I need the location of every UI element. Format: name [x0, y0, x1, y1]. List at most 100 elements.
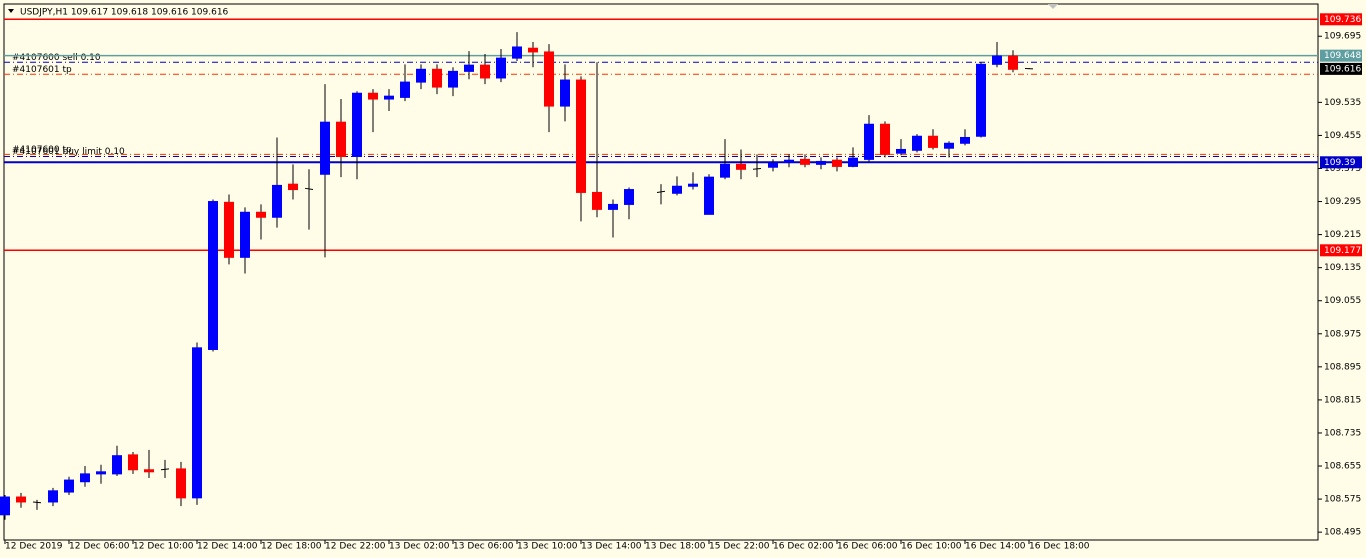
- y-tick-label: 108.735: [1324, 428, 1361, 438]
- x-tick-label: 16 Dec 02:00: [773, 542, 834, 552]
- price-level-label: 109.648: [1324, 51, 1361, 61]
- candle-body: [416, 68, 426, 83]
- price-level-box: [1320, 49, 1362, 62]
- chart-title: USDJPY,H1 109.617 109.618 109.616 109.61…: [20, 8, 229, 18]
- candle-body: [32, 501, 42, 504]
- candle-body: [768, 163, 778, 168]
- candle-body: [272, 184, 282, 218]
- candle-body: [16, 496, 26, 503]
- candle-body: [560, 79, 570, 107]
- candle-body: [688, 183, 698, 187]
- candle-body: [480, 64, 490, 79]
- candle-body: [176, 468, 186, 499]
- candle-body: [96, 471, 106, 475]
- y-tick-label: 109.455: [1324, 131, 1361, 141]
- candle-body: [320, 121, 330, 175]
- candle-body: [624, 189, 634, 205]
- candle-body: [944, 142, 954, 149]
- candle-body: [144, 469, 154, 473]
- x-tick-label: 12 Dec 2019: [5, 542, 63, 552]
- price-level-box: [1320, 156, 1362, 169]
- candle-body: [112, 455, 122, 475]
- x-tick-label: 13 Dec 02:00: [389, 542, 450, 552]
- candle-body: [160, 468, 170, 471]
- candle-body: [784, 159, 794, 163]
- y-tick-label: 109.215: [1324, 230, 1361, 240]
- candle-body: [864, 123, 874, 160]
- candle-body: [736, 163, 746, 170]
- candle-body: [384, 95, 394, 100]
- candle-body: [432, 68, 442, 88]
- bid-price-label: 109.616: [1324, 64, 1361, 74]
- candle-body: [64, 479, 74, 493]
- candle-body: [800, 158, 810, 165]
- candle-body: [512, 46, 522, 59]
- y-tick-label: 109.055: [1324, 296, 1361, 306]
- candle-body: [848, 157, 858, 167]
- price-level-box: [1320, 244, 1362, 257]
- candle-body: [240, 211, 250, 258]
- x-tick-label: 15 Dec 22:00: [709, 542, 770, 552]
- candle-body: [656, 190, 666, 193]
- y-tick-label: 108.895: [1324, 362, 1361, 372]
- y-tick-label: 108.975: [1324, 329, 1361, 339]
- candle-body: [288, 183, 298, 191]
- order-label: #4107601 tp: [12, 65, 72, 75]
- y-tick-label: 109.135: [1324, 263, 1361, 273]
- price-level-label: 109.39: [1324, 158, 1356, 168]
- candle-body: [576, 79, 586, 193]
- x-tick-label: 13 Dec 14:00: [581, 542, 642, 552]
- order-label: #4107600 sell 0.10: [12, 53, 101, 63]
- price-level-box: [1320, 13, 1362, 26]
- x-tick-label: 13 Dec 06:00: [453, 542, 514, 552]
- x-tick-label: 12 Dec 10:00: [133, 542, 194, 552]
- candle-body: [400, 81, 410, 98]
- x-tick-label: 12 Dec 18:00: [261, 542, 322, 552]
- candle-body: [304, 187, 314, 191]
- y-tick-label: 108.815: [1324, 395, 1361, 405]
- x-tick-label: 16 Dec 18:00: [1029, 542, 1090, 552]
- candle-body: [1008, 55, 1018, 70]
- candle-body: [976, 63, 986, 137]
- candle-body: [128, 454, 138, 471]
- candle-body: [192, 347, 202, 499]
- candle-body: [48, 490, 58, 503]
- x-tick-label: 13 Dec 18:00: [645, 542, 706, 552]
- candle-body: [992, 55, 1002, 65]
- candle-body: [544, 51, 554, 107]
- price-level-label: 109.177: [1324, 246, 1361, 256]
- candle-body: [368, 92, 378, 100]
- x-tick-label: 16 Dec 14:00: [965, 542, 1026, 552]
- menu-arrow[interactable]: [8, 9, 14, 13]
- candle-body: [80, 473, 90, 483]
- candle-body: [448, 70, 458, 88]
- candle-body: [528, 47, 538, 53]
- candle-body: [928, 135, 938, 148]
- candle-body: [896, 148, 906, 154]
- y-tick-label: 109.375: [1324, 164, 1361, 174]
- x-tick-label: 16 Dec 10:00: [901, 542, 962, 552]
- candle-body: [0, 496, 10, 516]
- x-tick-label: 12 Dec 06:00: [69, 542, 130, 552]
- price-level-label: 109.736: [1324, 15, 1361, 25]
- candle-body: [720, 163, 730, 178]
- candle-body: [256, 211, 266, 218]
- order-label: #4107601 buy limit 0.10: [12, 147, 125, 157]
- candle-body: [592, 191, 602, 210]
- candle-body: [832, 159, 842, 167]
- y-tick-label: 109.535: [1324, 98, 1361, 108]
- candle-body: [336, 121, 346, 157]
- candle-body: [496, 57, 506, 79]
- candle-body: [704, 176, 714, 215]
- candle-body: [816, 160, 826, 165]
- candle-body: [608, 203, 618, 210]
- candle-body: [912, 135, 922, 151]
- candle-body: [464, 64, 474, 72]
- candle-body: [224, 201, 234, 258]
- candle-body: [960, 136, 970, 144]
- y-tick-label: 108.495: [1324, 528, 1361, 538]
- order-label: #4107600 tp: [12, 145, 72, 155]
- candle-body: [208, 201, 218, 350]
- y-tick-label: 108.575: [1324, 495, 1361, 505]
